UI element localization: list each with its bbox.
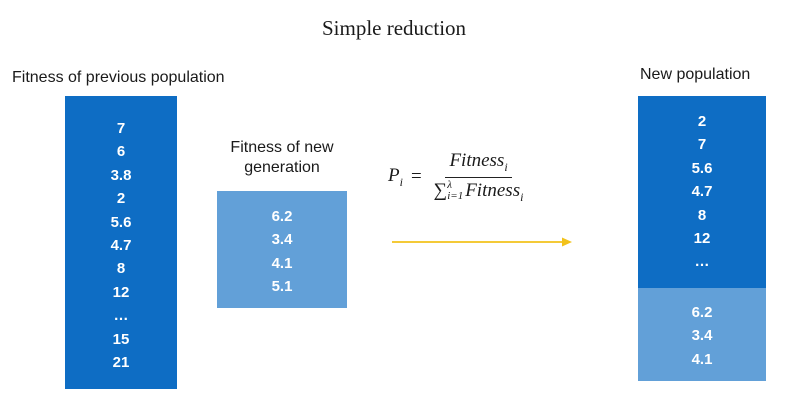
new-generation-column: 6.2 3.4 4.1 5.1	[217, 191, 347, 308]
previous-value: 15	[112, 330, 130, 348]
generation-value: 4.1	[271, 254, 293, 272]
previous-value: 6	[116, 143, 126, 161]
added-value: 4.1	[691, 350, 713, 368]
previous-value: 7	[116, 120, 126, 137]
formula-numerator: Fitnessi	[445, 150, 512, 178]
previous-value: …	[113, 307, 129, 325]
selection-probability-formula: Pi = Fitnessi ∑ λ i=1 Fitnessi	[388, 150, 523, 205]
kept-value: 8	[697, 206, 707, 224]
new-population-added-column: 6.2 3.4 4.1	[638, 288, 766, 381]
new-generation-label-line2: generation	[244, 159, 320, 176]
added-value: 6.2	[691, 304, 713, 321]
previous-population-column: 7 6 3.8 2 5.6 4.7 8 12 … 15 21	[65, 96, 177, 389]
kept-value: 7	[697, 136, 707, 154]
kept-value: …	[694, 253, 710, 271]
generation-value: 3.4	[271, 231, 293, 249]
previous-value: 21	[112, 354, 130, 372]
previous-population-label: Fitness of previous population	[12, 69, 225, 86]
generation-value: 5.1	[271, 278, 293, 296]
formula-fraction: Fitnessi ∑ λ i=1 Fitnessi	[434, 150, 524, 205]
new-generation-label-line1: Fitness of new	[230, 139, 334, 156]
previous-value: 8	[116, 260, 126, 278]
kept-value: 4.7	[691, 183, 713, 201]
added-value: 3.4	[691, 327, 713, 345]
generation-value: 6.2	[271, 208, 293, 225]
diagram-title: Simple reduction	[321, 16, 467, 40]
formula-equals: =	[410, 166, 422, 188]
previous-value: 4.7	[110, 237, 132, 255]
kept-value: 12	[693, 230, 711, 248]
arrow-icon	[392, 237, 572, 247]
formula-lhs: Pi	[388, 164, 403, 189]
new-population-label: New population	[640, 66, 751, 83]
kept-value: 2	[697, 113, 707, 130]
previous-value: 5.6	[110, 213, 132, 231]
kept-value: 5.6	[691, 159, 713, 177]
new-population-kept-column: 2 7 5.6 4.7 8 12 …	[638, 96, 766, 288]
previous-value: 3.8	[110, 166, 132, 184]
previous-value: 2	[116, 190, 126, 208]
new-generation-label: Fitness of new generation	[217, 138, 347, 178]
formula-denominator: ∑ λ i=1 Fitnessi	[433, 179, 524, 204]
previous-value: 12	[112, 283, 130, 301]
